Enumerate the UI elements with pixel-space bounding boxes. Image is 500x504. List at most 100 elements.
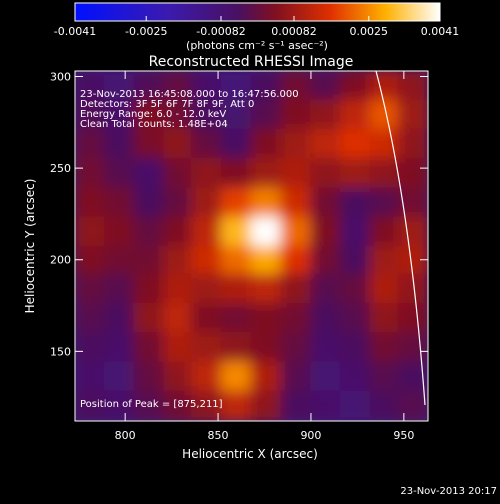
heat-cell (103, 71, 136, 102)
heat-cell (369, 273, 401, 305)
heat-cell (133, 158, 166, 190)
annotation: Clean Total counts: 1.48E+04 (80, 119, 228, 130)
heat-cell (75, 361, 106, 393)
heat-cell (191, 99, 223, 131)
heat-cell (369, 99, 401, 131)
heat-cell (310, 99, 342, 131)
heat-cell (163, 361, 195, 393)
heat-cell (103, 361, 136, 393)
heat-cell (339, 390, 372, 421)
heat-cell (191, 245, 223, 278)
heat-cell (163, 216, 195, 248)
footer-date: 23-Nov-2013 20:17 (400, 486, 497, 497)
x-tick-label: 850 (208, 429, 229, 442)
heat-cell (75, 245, 106, 278)
heat-cell (397, 158, 428, 190)
heat-cell (191, 216, 223, 248)
heat-cell (369, 216, 401, 248)
heat-cell (103, 302, 136, 334)
heat-cell (133, 302, 166, 334)
heat-cell (103, 245, 136, 278)
heat-cell (280, 99, 312, 131)
heat-cell (369, 187, 401, 219)
heat-cell (339, 71, 372, 102)
heat-cell (310, 273, 342, 305)
heat-cell (220, 216, 253, 248)
heat-cell (163, 158, 195, 190)
heat-cell (250, 216, 283, 248)
heat-cell (250, 187, 283, 219)
heat-cell (220, 390, 253, 421)
heat-cell (310, 332, 342, 364)
heat-cell (250, 302, 283, 334)
x-tick-label: 900 (300, 429, 321, 442)
colorbar-tick-label: 0.00082 (271, 25, 317, 38)
y-tick-label: 150 (50, 345, 71, 358)
annotation: Energy Range: 6.0 - 12.0 keV (80, 109, 226, 120)
colorbar-tick-label: -0.00082 (196, 25, 245, 38)
colorbar-tick-label: 0.0041 (421, 25, 460, 38)
heat-cell (163, 273, 195, 305)
heat-cell (133, 99, 166, 131)
heat-cell (103, 273, 136, 305)
heat-cell (369, 361, 401, 393)
annotation: Detectors: 3F 5F 6F 7F 8F 9F, Att 0 (80, 99, 254, 110)
heat-cell (163, 302, 195, 334)
heat-cell (310, 158, 342, 190)
heat-cell (280, 273, 312, 305)
heat-cell (220, 71, 253, 102)
heat-cell (163, 187, 195, 219)
heat-cell (397, 99, 428, 131)
heat-cell (339, 245, 372, 278)
heat-cell (397, 390, 428, 421)
heat-cell (220, 361, 253, 393)
heat-cell (310, 245, 342, 278)
heat-cell (280, 332, 312, 364)
heat-cell (397, 128, 428, 160)
heat-cell (250, 245, 283, 278)
heat-cell (220, 128, 253, 160)
heat-cell (339, 332, 372, 364)
heat-cell (75, 332, 106, 364)
y-tick-label: 250 (50, 162, 71, 175)
heat-cell (250, 158, 283, 190)
heat-cell (310, 187, 342, 219)
heat-cell (250, 273, 283, 305)
heat-cell (310, 302, 342, 334)
heat-cell (163, 390, 195, 421)
heat-cell (339, 361, 372, 393)
colorbar-label: (photons cm⁻² s⁻¹ asec⁻²) (186, 39, 328, 52)
heat-cell (397, 71, 428, 102)
heat-cell (75, 302, 106, 334)
annotation: 23-Nov-2013 16:45:08.000 to 16:47:56.000 (80, 89, 299, 100)
heat-cell (133, 216, 166, 248)
heat-cell (397, 302, 428, 334)
heat-cell (133, 71, 166, 102)
colorbar (74, 2, 441, 22)
plot-frame (74, 70, 429, 422)
heat-cell (397, 187, 428, 219)
heat-cell (103, 99, 136, 131)
heat-cell (250, 128, 283, 160)
heat-cell (310, 390, 342, 421)
heat-cell (397, 245, 428, 278)
heat-cell (310, 128, 342, 160)
heat-cell (369, 128, 401, 160)
heat-cell (339, 302, 372, 334)
heat-cell (280, 187, 312, 219)
heat-cell (163, 245, 195, 278)
heat-cell (75, 158, 106, 190)
heat-cell (397, 332, 428, 364)
heat-cell (163, 128, 195, 160)
heat-cell (75, 390, 106, 421)
heat-cell (339, 273, 372, 305)
heat-cell (397, 216, 428, 248)
heat-cell (280, 245, 312, 278)
heat-cell (280, 128, 312, 160)
chart-title: Reconstructed RHESSI Image (149, 54, 354, 70)
heat-cell (250, 71, 283, 102)
y-axis-label: Heliocentric Y (arcsec) (23, 179, 37, 314)
heat-cell (250, 361, 283, 393)
heat-cell (133, 128, 166, 160)
heat-cell (133, 245, 166, 278)
